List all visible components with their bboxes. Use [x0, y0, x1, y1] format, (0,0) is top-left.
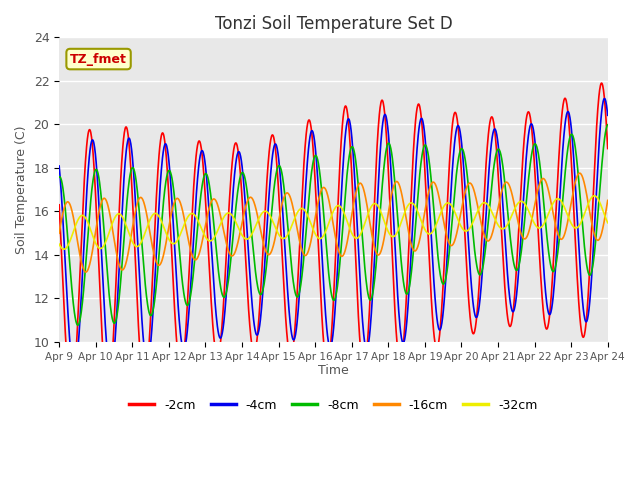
Line: -32cm: -32cm: [59, 196, 608, 249]
-32cm: [604, 220, 612, 226]
-2cm: [491, 125, 499, 131]
-2cm: [604, 146, 612, 152]
-32cm: [419, 222, 427, 228]
-2cm: [419, 133, 427, 139]
-16cm: [55, 230, 63, 236]
-4cm: [601, 96, 609, 101]
-8cm: [491, 159, 499, 165]
Line: -4cm: -4cm: [59, 98, 608, 372]
Line: -16cm: -16cm: [59, 173, 608, 272]
Line: -2cm: -2cm: [59, 83, 608, 395]
-16cm: [239, 216, 247, 222]
Y-axis label: Soil Temperature (C): Soil Temperature (C): [15, 125, 28, 254]
-32cm: [55, 241, 63, 247]
-4cm: [70, 369, 78, 374]
-32cm: [178, 228, 186, 234]
Legend: -2cm, -4cm, -8cm, -16cm, -32cm: -2cm, -4cm, -8cm, -16cm, -32cm: [124, 394, 543, 417]
-2cm: [598, 80, 605, 86]
Line: -8cm: -8cm: [59, 125, 608, 325]
-8cm: [239, 170, 247, 176]
-16cm: [604, 197, 612, 203]
-2cm: [178, 366, 186, 372]
-32cm: [164, 235, 172, 241]
-8cm: [604, 122, 612, 128]
-8cm: [55, 174, 63, 180]
-2cm: [539, 303, 547, 309]
-2cm: [239, 208, 247, 214]
-16cm: [539, 176, 547, 181]
-4cm: [604, 112, 612, 118]
-4cm: [539, 254, 547, 260]
-8cm: [178, 271, 186, 277]
-8cm: [164, 168, 172, 174]
X-axis label: Time: Time: [318, 364, 349, 377]
-8cm: [419, 148, 427, 154]
Title: Tonzi Soil Temperature Set D: Tonzi Soil Temperature Set D: [214, 15, 452, 33]
-2cm: [55, 202, 63, 208]
-32cm: [491, 215, 499, 221]
-16cm: [576, 170, 584, 176]
-2cm: [164, 182, 172, 188]
-4cm: [178, 339, 186, 345]
-16cm: [491, 222, 499, 228]
-32cm: [539, 223, 547, 228]
-4cm: [491, 126, 499, 132]
-4cm: [55, 163, 63, 169]
-16cm: [419, 220, 427, 226]
-8cm: [74, 322, 82, 328]
-32cm: [239, 234, 247, 240]
-2cm: [104, 392, 112, 398]
-32cm: [60, 246, 68, 252]
-16cm: [164, 228, 172, 234]
-8cm: [539, 191, 547, 196]
-4cm: [164, 152, 172, 157]
-32cm: [591, 193, 598, 199]
-16cm: [178, 204, 186, 209]
-16cm: [82, 269, 90, 275]
-4cm: [239, 171, 247, 177]
Text: TZ_fmet: TZ_fmet: [70, 53, 127, 66]
-4cm: [419, 118, 427, 124]
